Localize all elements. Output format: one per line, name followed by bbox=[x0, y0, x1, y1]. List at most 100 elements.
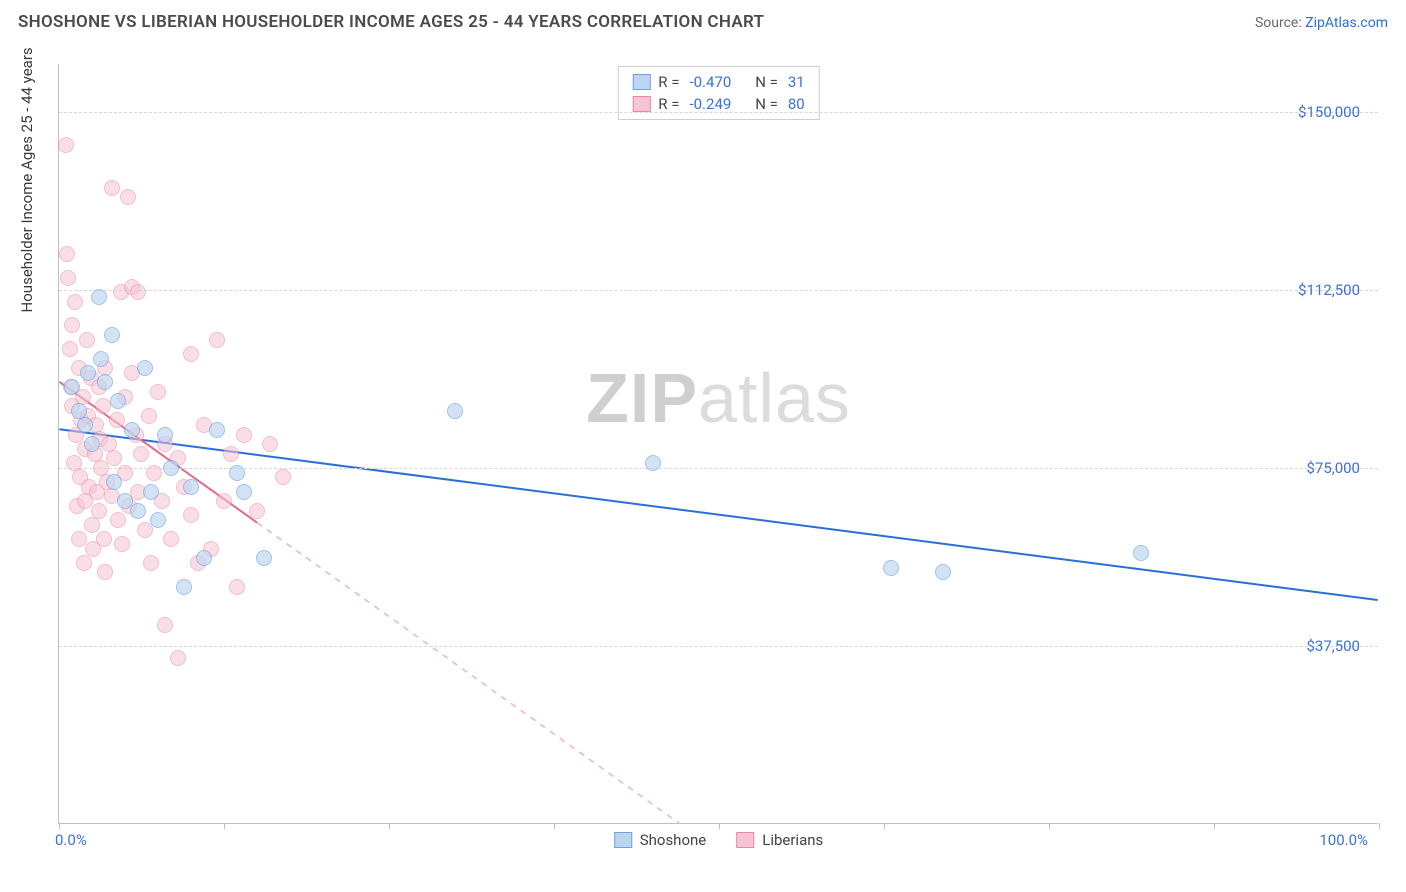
x-tick bbox=[1049, 823, 1050, 829]
data-point bbox=[645, 455, 661, 471]
data-point bbox=[124, 422, 140, 438]
x-tick bbox=[884, 823, 885, 829]
data-point bbox=[256, 550, 272, 566]
data-point bbox=[209, 422, 225, 438]
chart-container: Householder Income Ages 25 - 44 years ZI… bbox=[48, 50, 1388, 840]
data-point bbox=[157, 617, 173, 633]
data-point bbox=[143, 555, 159, 571]
data-point bbox=[110, 393, 126, 409]
data-point bbox=[236, 484, 252, 500]
data-point bbox=[80, 365, 96, 381]
data-point bbox=[229, 579, 245, 595]
data-point bbox=[114, 536, 130, 552]
data-point bbox=[1133, 545, 1149, 561]
gridline-h bbox=[59, 290, 1378, 291]
data-point bbox=[106, 474, 122, 490]
data-point bbox=[183, 346, 199, 362]
trend-lines bbox=[59, 64, 1378, 823]
legend-swatch-bottom-1 bbox=[736, 832, 754, 848]
series-legend: Shoshone Liberians bbox=[614, 831, 824, 849]
data-point bbox=[64, 317, 80, 333]
data-point bbox=[97, 564, 113, 580]
legend-r-value-0: -0.470 bbox=[689, 73, 743, 91]
y-tick-label: $150,000 bbox=[1298, 103, 1360, 121]
watermark-zip: ZIP bbox=[586, 359, 698, 437]
data-point bbox=[262, 436, 278, 452]
legend-row-series-0: R = -0.470 N = 31 bbox=[632, 71, 804, 93]
data-point bbox=[163, 531, 179, 547]
gridline-h bbox=[59, 468, 1378, 469]
watermark-atlas: atlas bbox=[698, 359, 851, 437]
data-point bbox=[59, 246, 75, 262]
data-point bbox=[84, 436, 100, 452]
data-point bbox=[150, 384, 166, 400]
x-tick bbox=[224, 823, 225, 829]
data-point bbox=[183, 507, 199, 523]
data-point bbox=[130, 503, 146, 519]
legend-n-label: N = bbox=[751, 95, 777, 113]
data-point bbox=[170, 650, 186, 666]
data-point bbox=[84, 517, 100, 533]
y-tick-label: $112,500 bbox=[1298, 281, 1360, 299]
x-axis-max-label: 100.0% bbox=[1319, 831, 1368, 849]
data-point bbox=[97, 374, 113, 390]
legend-swatch-0 bbox=[632, 74, 650, 90]
data-point bbox=[95, 398, 111, 414]
data-point bbox=[176, 579, 192, 595]
x-tick bbox=[719, 823, 720, 829]
data-point bbox=[67, 294, 83, 310]
legend-n-value-1: 80 bbox=[788, 95, 805, 113]
data-point bbox=[104, 180, 120, 196]
data-point bbox=[150, 512, 166, 528]
source-link[interactable]: ZipAtlas.com bbox=[1305, 15, 1388, 31]
data-point bbox=[883, 560, 899, 576]
data-point bbox=[183, 479, 199, 495]
data-point bbox=[96, 531, 112, 547]
legend-item-1: Liberians bbox=[736, 831, 823, 849]
legend-label-0: Shoshone bbox=[640, 831, 707, 849]
data-point bbox=[120, 189, 136, 205]
legend-item-0: Shoshone bbox=[614, 831, 707, 849]
data-point bbox=[93, 351, 109, 367]
x-tick bbox=[59, 823, 60, 829]
data-point bbox=[58, 137, 74, 153]
data-point bbox=[91, 289, 107, 305]
x-axis-min-label: 0.0% bbox=[55, 831, 87, 849]
data-point bbox=[935, 564, 951, 580]
legend-r-value-1: -0.249 bbox=[689, 95, 743, 113]
x-tick bbox=[389, 823, 390, 829]
data-point bbox=[196, 550, 212, 566]
data-point bbox=[163, 460, 179, 476]
data-point bbox=[71, 531, 87, 547]
data-point bbox=[223, 446, 239, 462]
data-point bbox=[447, 403, 463, 419]
data-point bbox=[236, 427, 252, 443]
data-point bbox=[275, 469, 291, 485]
legend-swatch-bottom-0 bbox=[614, 832, 632, 848]
data-point bbox=[209, 332, 225, 348]
gridline-h bbox=[59, 646, 1378, 647]
x-tick bbox=[1379, 823, 1380, 829]
data-point bbox=[76, 555, 92, 571]
legend-r-label: R = bbox=[658, 73, 679, 91]
legend-r-label: R = bbox=[658, 95, 679, 113]
y-tick-label: $37,500 bbox=[1306, 637, 1360, 655]
legend-label-1: Liberians bbox=[762, 831, 823, 849]
data-point bbox=[110, 512, 126, 528]
data-point bbox=[216, 493, 232, 509]
plot-area: ZIPatlas R = -0.470 N = 31 R = -0.249 N … bbox=[58, 64, 1378, 824]
data-point bbox=[137, 360, 153, 376]
legend-n-label: N = bbox=[751, 73, 777, 91]
chart-header: SHOSHONE VS LIBERIAN HOUSEHOLDER INCOME … bbox=[0, 0, 1406, 40]
source-prefix: Source: bbox=[1255, 15, 1305, 31]
data-point bbox=[106, 450, 122, 466]
watermark: ZIPatlas bbox=[586, 358, 851, 438]
data-point bbox=[104, 327, 120, 343]
x-tick bbox=[1214, 823, 1215, 829]
data-point bbox=[143, 484, 159, 500]
data-point bbox=[130, 284, 146, 300]
data-point bbox=[64, 379, 80, 395]
data-point bbox=[133, 446, 149, 462]
data-point bbox=[60, 270, 76, 286]
data-point bbox=[249, 503, 265, 519]
